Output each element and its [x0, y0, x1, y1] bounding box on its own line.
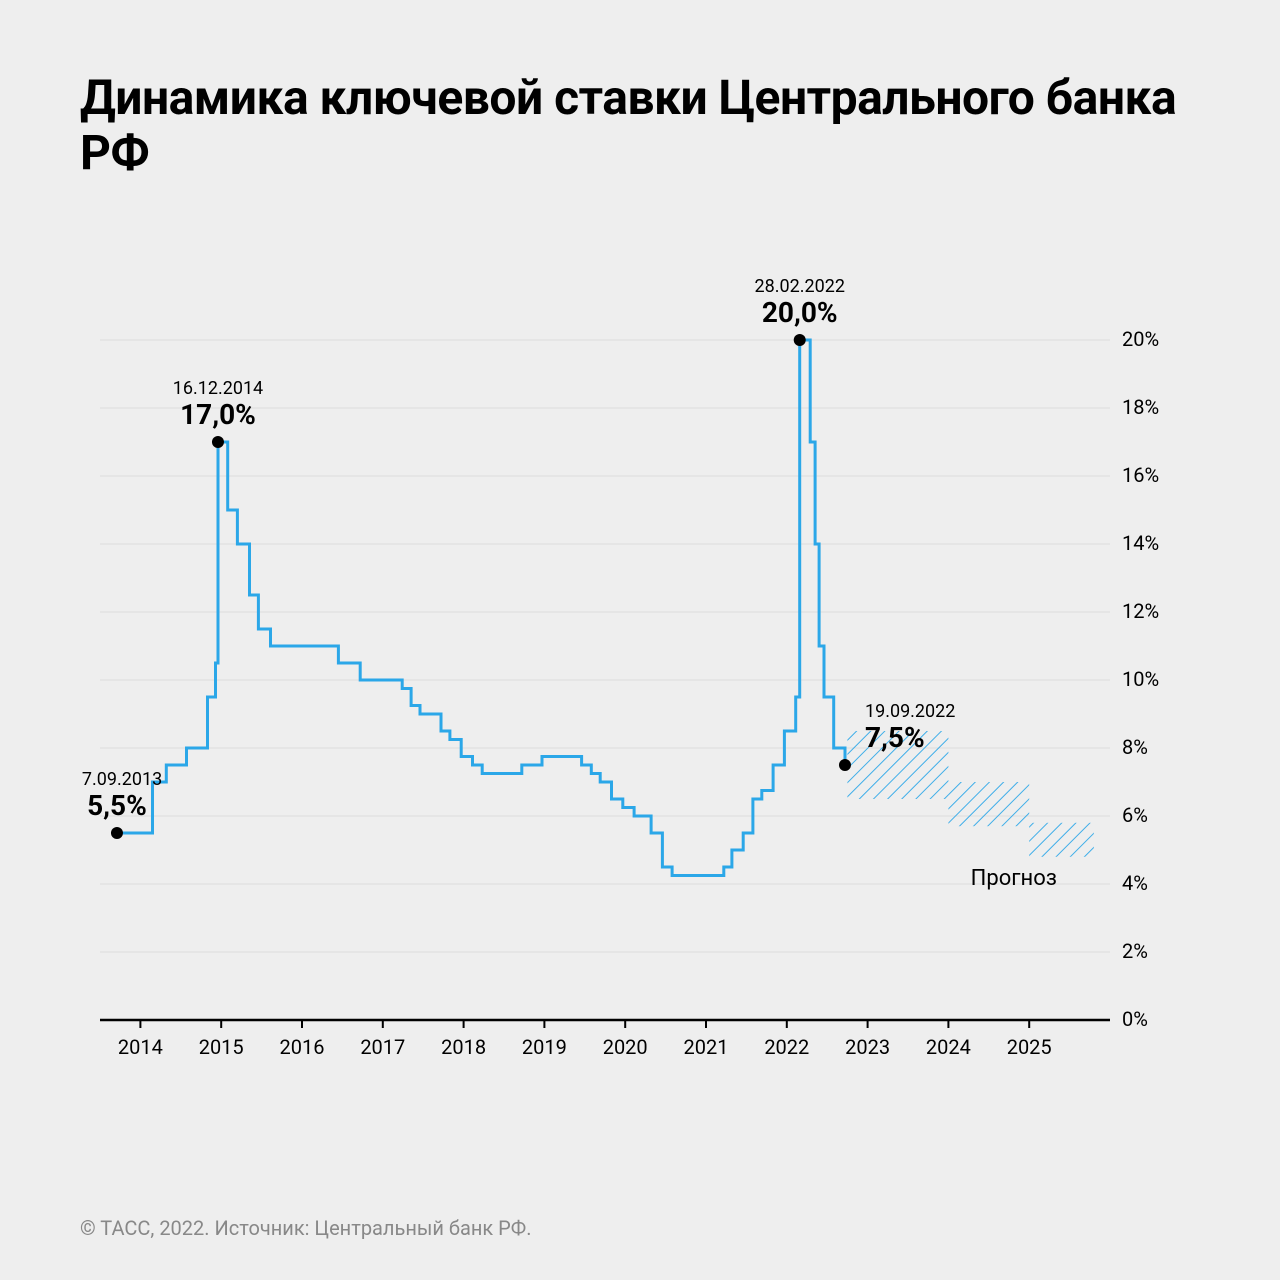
svg-text:5,5%: 5,5%: [87, 789, 147, 822]
svg-text:2018: 2018: [441, 1035, 486, 1059]
svg-text:18%: 18%: [1122, 395, 1159, 419]
svg-text:16%: 16%: [1122, 463, 1159, 487]
svg-text:2022: 2022: [764, 1035, 809, 1059]
svg-text:2023: 2023: [845, 1035, 890, 1059]
svg-text:20,0%: 20,0%: [762, 296, 838, 329]
svg-text:Прогноз: Прогноз: [971, 866, 1057, 891]
svg-text:2014: 2014: [118, 1035, 163, 1059]
svg-text:2025: 2025: [1007, 1035, 1052, 1059]
svg-text:12%: 12%: [1122, 599, 1159, 623]
chart-container: 0% 2% 4% 6% 8% 10% 12% 14% 16% 18% 20% 2014 2015 2016…: [80, 220, 1180, 1100]
svg-text:19.09.2022: 19.09.2022: [865, 701, 955, 722]
svg-text:8%: 8%: [1122, 735, 1148, 759]
svg-text:2%: 2%: [1122, 939, 1148, 963]
source-text: © ТАСС, 2022. Источник: Центральный банк…: [80, 1216, 532, 1240]
svg-text:0%: 0%: [1122, 1007, 1148, 1031]
svg-text:6%: 6%: [1122, 803, 1148, 827]
svg-text:2016: 2016: [280, 1035, 325, 1059]
svg-text:10%: 10%: [1122, 667, 1159, 691]
svg-text:7,5%: 7,5%: [865, 721, 925, 754]
svg-text:14%: 14%: [1122, 531, 1159, 555]
chart-title: Динамика ключевой ставки Центрального ба…: [80, 70, 1230, 180]
line-chart-svg: 0% 2% 4% 6% 8% 10% 12% 14% 16% 18% 20% 2014 2015 2016…: [80, 220, 1180, 1100]
svg-text:2021: 2021: [684, 1035, 729, 1059]
svg-text:2015: 2015: [199, 1035, 244, 1059]
svg-text:17,0%: 17,0%: [180, 398, 256, 431]
svg-text:28.02.2022: 28.02.2022: [755, 276, 845, 297]
svg-text:2020: 2020: [603, 1035, 648, 1059]
svg-text:20%: 20%: [1122, 327, 1159, 351]
svg-text:2024: 2024: [926, 1035, 971, 1059]
svg-text:4%: 4%: [1122, 871, 1148, 895]
svg-text:16.12.2014: 16.12.2014: [173, 378, 263, 399]
svg-text:2019: 2019: [522, 1035, 567, 1059]
svg-text:2017: 2017: [360, 1035, 405, 1059]
svg-text:17.09.2013: 17.09.2013: [80, 769, 162, 790]
